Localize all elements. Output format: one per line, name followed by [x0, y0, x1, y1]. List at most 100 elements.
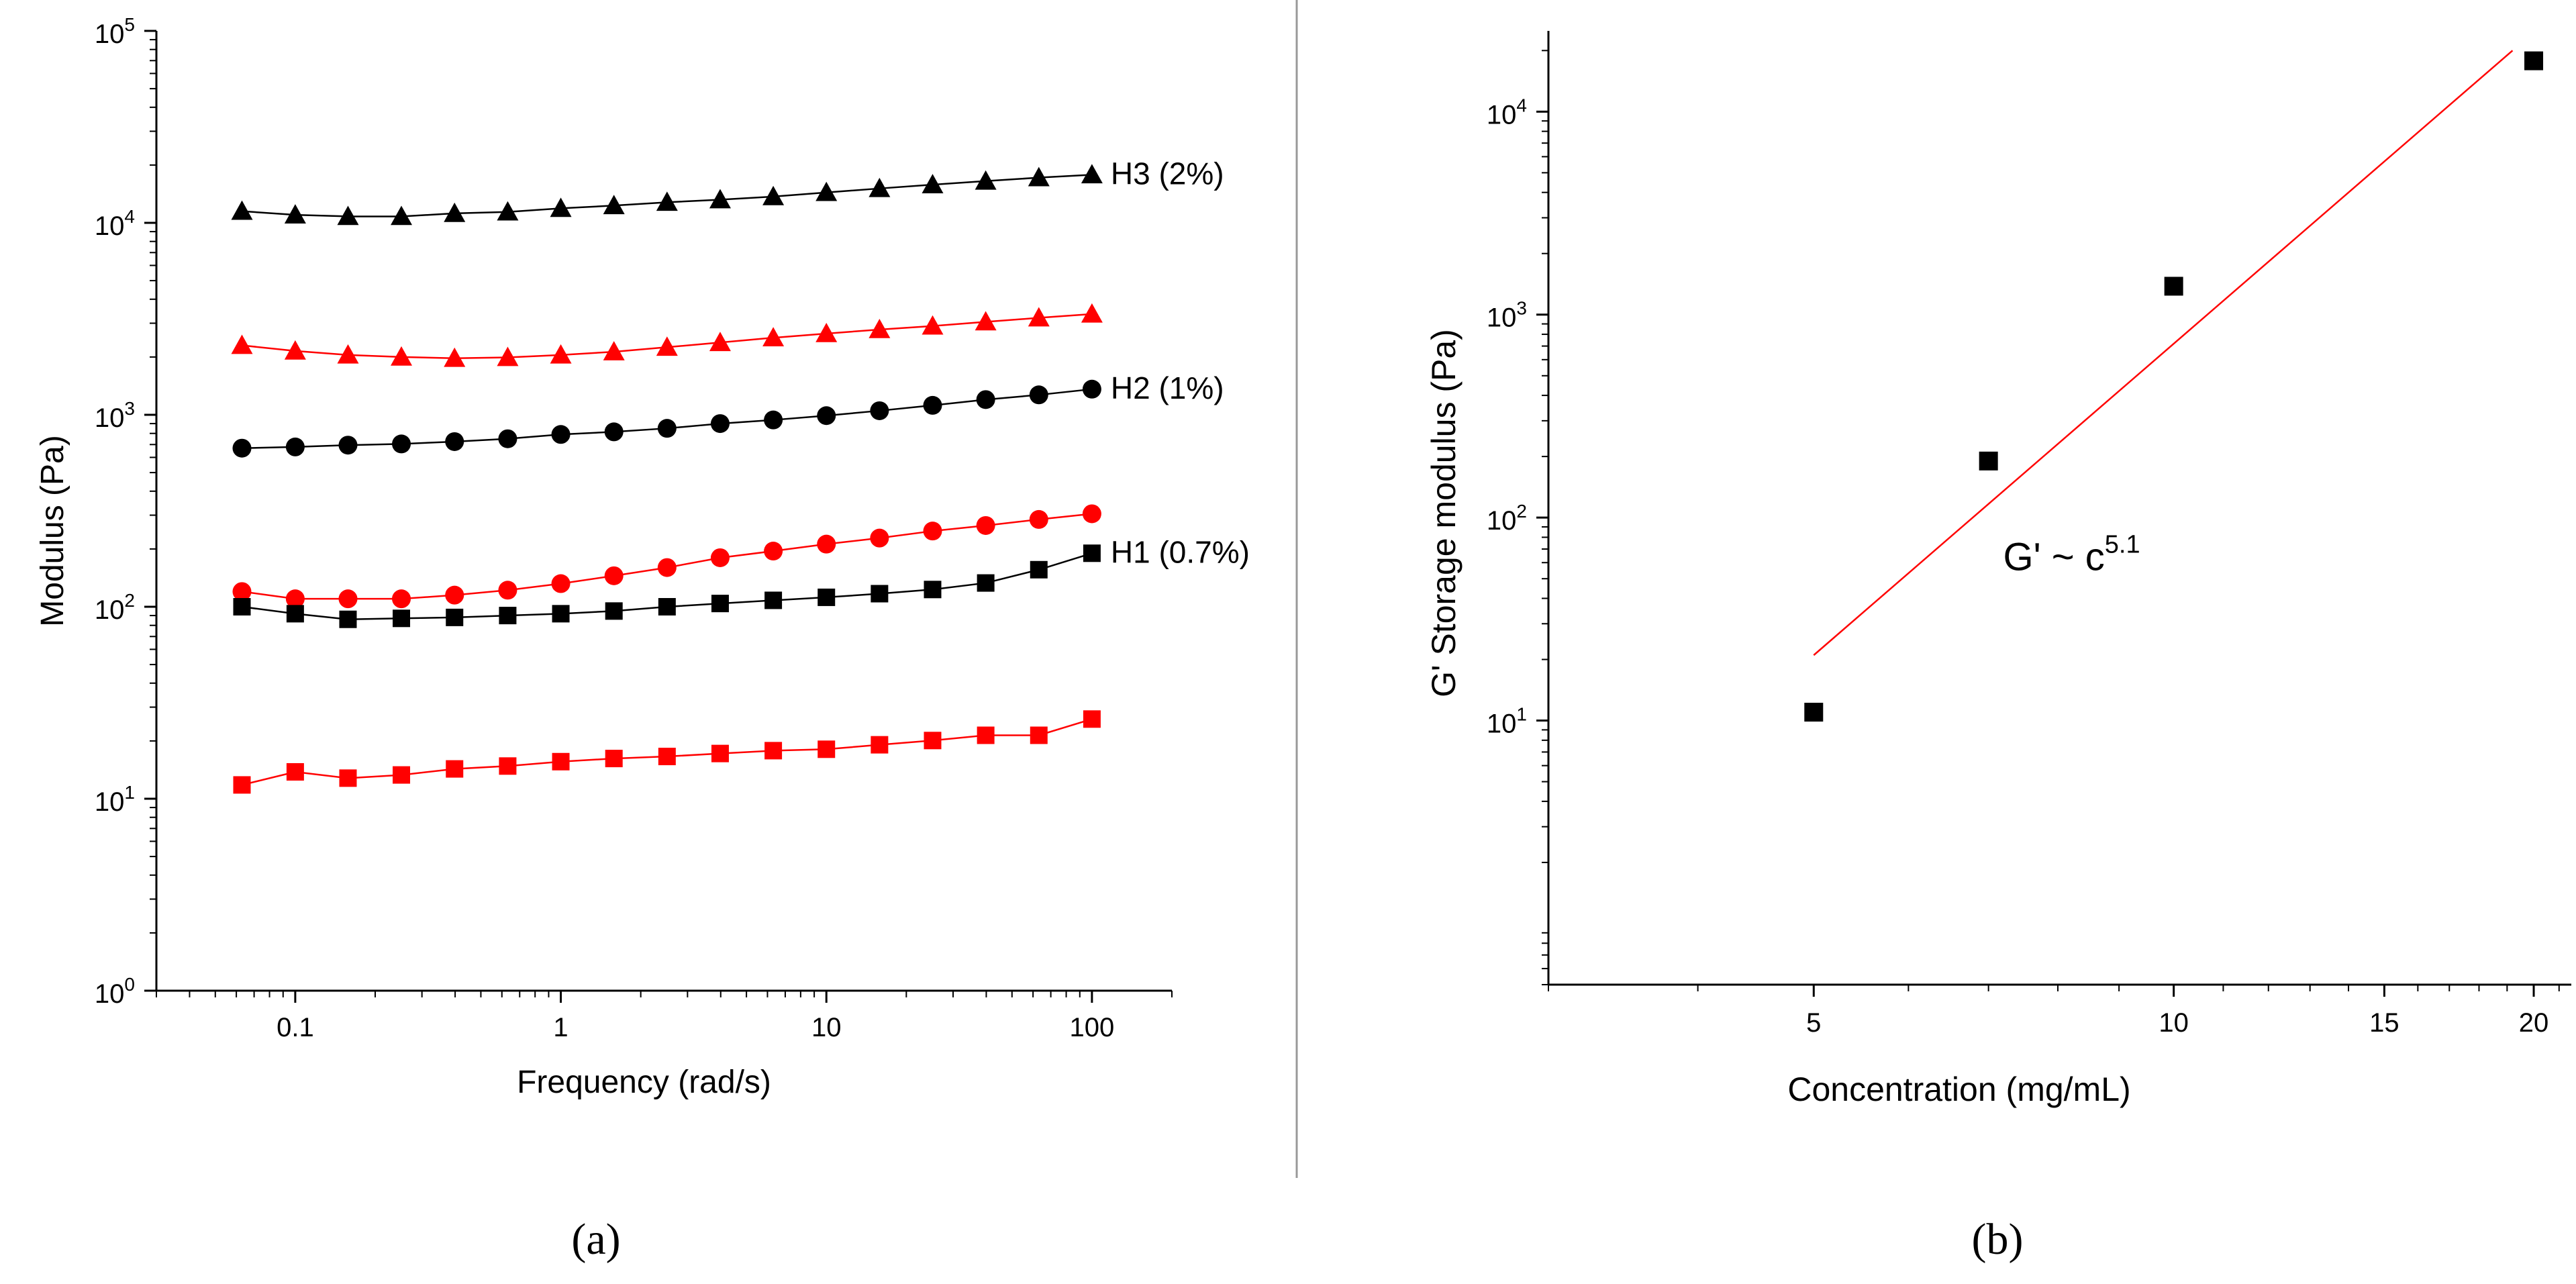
- data-point: [658, 598, 676, 615]
- data-point: [339, 610, 357, 628]
- data-point: [977, 574, 995, 592]
- data-point: [446, 608, 464, 626]
- data-point: [444, 202, 466, 222]
- data-point: [232, 582, 252, 601]
- x-tick-label: 1: [553, 1013, 568, 1042]
- chart-a: 100 101 102 103 104 105 0.1 1 10 100 Frequency (ra…: [35, 14, 1250, 1100]
- data-point: [392, 589, 411, 609]
- data-point: [338, 589, 358, 609]
- y-tick-label: 105: [95, 14, 135, 49]
- data-point: [922, 315, 944, 335]
- data-point: [924, 581, 942, 599]
- y-tick-label: 101: [1487, 704, 1527, 739]
- data-point: [231, 334, 253, 354]
- data-point: [975, 311, 997, 331]
- data-point: [604, 566, 624, 585]
- data-point: [709, 189, 731, 209]
- data-point: [233, 776, 251, 794]
- chart-b: 101 102 103 104 5 10 15 20 Concentration (mg/mL)…: [1425, 31, 2571, 1108]
- data-point: [1028, 307, 1050, 327]
- data-point: [339, 769, 357, 787]
- data-point: [498, 581, 517, 600]
- y-tick-label: 103: [1487, 298, 1527, 333]
- data-point: [1804, 703, 1824, 722]
- data-point: [1030, 560, 1048, 579]
- data-point: [446, 760, 464, 778]
- data-point: [391, 205, 413, 226]
- data-point: [764, 410, 783, 430]
- y-tick-label: 101: [95, 782, 135, 817]
- caption-b: (b): [1972, 1215, 2024, 1264]
- data-point: [1081, 164, 1103, 184]
- data-point: [498, 429, 517, 448]
- data-point: [284, 204, 306, 224]
- data-point: [337, 205, 359, 226]
- data-point: [286, 762, 304, 781]
- fit-line: [1813, 50, 2514, 656]
- data-point: [764, 542, 783, 561]
- data-point: [1083, 710, 1101, 728]
- data-point: [975, 170, 997, 190]
- data-point: [1029, 509, 1048, 529]
- data-point: [393, 766, 411, 784]
- data-point: [1083, 544, 1101, 562]
- data-point: [923, 522, 942, 541]
- data-point: [815, 322, 838, 342]
- x-tick-label: 15: [2369, 1008, 2399, 1038]
- data-point: [922, 174, 944, 193]
- data-point: [286, 605, 304, 623]
- data-point: [871, 736, 889, 754]
- data-point: [393, 609, 411, 628]
- x-tick-label: 5: [1806, 1008, 1821, 1038]
- data-point: [871, 585, 889, 603]
- data-point: [231, 200, 253, 220]
- series-line: [242, 388, 1093, 449]
- y-axis-label: G' Storage modulus (Pa): [1425, 329, 1463, 697]
- y-axis-label: Modulus (Pa): [35, 435, 70, 626]
- y-tick-label: 104: [1487, 95, 1527, 130]
- x-tick-label: 0.1: [277, 1013, 314, 1042]
- x-tick-label: 10: [2159, 1008, 2189, 1038]
- data-point: [552, 752, 570, 771]
- data-point: [924, 732, 942, 750]
- data-point: [870, 401, 889, 420]
- data-point: [817, 406, 836, 426]
- x-axis-label: Frequency (rad/s): [517, 1065, 771, 1100]
- data-point: [1082, 379, 1101, 399]
- data-point: [604, 422, 624, 442]
- data-point: [445, 432, 464, 451]
- data-point: [657, 419, 677, 438]
- data-point: [762, 327, 785, 346]
- data-point: [1029, 385, 1048, 405]
- data-point: [1082, 504, 1101, 524]
- series-label: H3 (2%): [1111, 156, 1224, 191]
- y-tick-label: 104: [95, 206, 135, 241]
- data-point: [233, 598, 251, 615]
- data-point: [817, 534, 836, 554]
- data-point: [657, 558, 677, 577]
- data-point: [710, 414, 730, 434]
- series-label: H1 (0.7%): [1111, 534, 1250, 569]
- data-point: [923, 395, 942, 415]
- data-point: [285, 437, 305, 456]
- data-point: [869, 177, 891, 197]
- data-point: [711, 744, 729, 762]
- data-point: [551, 574, 571, 593]
- data-point: [444, 347, 466, 367]
- data-point: [499, 607, 517, 625]
- data-point: [1030, 726, 1048, 744]
- data-point: [603, 341, 625, 360]
- x-tick-label: 20: [2519, 1008, 2549, 1038]
- y-tick-label: 102: [95, 590, 135, 625]
- data-point: [977, 726, 995, 744]
- data-point: [445, 585, 464, 605]
- series-label: H2 (1%): [1111, 371, 1224, 405]
- data-point: [709, 332, 731, 352]
- data-point: [764, 742, 783, 760]
- data-point: [284, 340, 306, 360]
- data-point: [976, 390, 995, 409]
- data-point: [603, 195, 625, 215]
- fit-annotation: G' ~ c5.1: [2003, 531, 2140, 579]
- data-point: [497, 201, 519, 221]
- y-tick-label: 103: [95, 398, 135, 433]
